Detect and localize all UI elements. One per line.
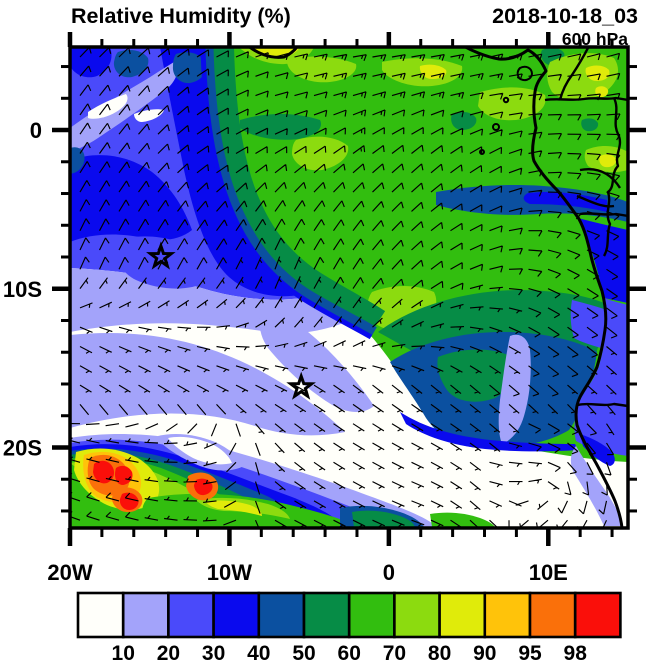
colorbar-box — [212, 591, 261, 639]
humidity-contour-region — [114, 465, 133, 485]
island-outline — [492, 123, 500, 131]
colorbar-label: 95 — [518, 642, 542, 665]
x-tick-label: 0 — [383, 560, 395, 585]
chart-datetime: 2018-10-18_03 — [492, 4, 638, 28]
colorbar-box — [167, 591, 215, 639]
country-border — [579, 212, 628, 218]
colorbar-box — [347, 591, 396, 639]
island-outline — [516, 65, 534, 82]
colorbar: 10 20 30 40 50 60 70 80 90 95 98 — [76, 591, 622, 665]
chart-title: Relative Humidity (%) — [71, 4, 291, 28]
colorbar-label: 98 — [564, 642, 588, 665]
humidity-contour-region — [580, 434, 615, 466]
humidity-contour-region — [286, 56, 357, 83]
humidity-contour-region — [119, 492, 139, 510]
colorbar-label: 80 — [428, 642, 451, 665]
colorbar-label: 70 — [383, 642, 406, 665]
x-tick-label: 20W — [47, 560, 92, 585]
humidity-contour-region — [599, 154, 617, 168]
country-border — [576, 168, 622, 208]
humidity-contour-region — [202, 47, 377, 337]
humidity-contour-region — [70, 147, 85, 174]
country-border — [558, 47, 590, 101]
humidity-contour-region — [70, 62, 178, 152]
island-star-markers — [146, 241, 316, 400]
y-tick-label: 20S — [3, 435, 42, 460]
colorbar-box — [76, 591, 125, 639]
colorbar-box — [121, 591, 170, 639]
humidity-contour-region — [70, 333, 345, 436]
humidity-contour-region — [93, 460, 115, 484]
colorbar-box — [257, 591, 306, 639]
humidity-contour-region — [574, 298, 628, 456]
colorbar-label: 60 — [338, 642, 361, 665]
humidity-contour-region — [200, 47, 373, 340]
star-ascension-island — [146, 241, 176, 270]
colorbar-label: 50 — [292, 642, 315, 665]
humidity-contour-region — [570, 446, 623, 526]
humidity-contour-region — [70, 155, 192, 242]
humidity-contour-region — [113, 50, 149, 78]
colorbar-label: 40 — [247, 642, 270, 665]
island-outline — [502, 96, 510, 104]
humidity-contour-region — [160, 47, 300, 297]
humidity-contour-region — [581, 118, 599, 132]
humidity-contour-region — [88, 94, 128, 119]
wind-barbs — [70, 47, 621, 528]
humidity-contour-region — [400, 412, 578, 452]
humidity-contour-region — [585, 65, 610, 81]
y-tick-label: 0 — [30, 118, 42, 143]
colorbar-box — [393, 591, 441, 639]
africa-coastline — [462, 47, 624, 528]
wind-barbs-layer — [70, 47, 621, 528]
colorbar-box — [528, 591, 577, 639]
humidity-contour-region — [168, 436, 232, 465]
humidity-contour-region — [430, 512, 495, 527]
map-axes: 20W 10W 0 10E 0 10S 20S — [3, 32, 646, 585]
colorbar-box — [302, 591, 351, 639]
colorbar-box — [438, 591, 487, 639]
humidity-contour-region — [70, 47, 112, 78]
humidity-contour-region — [240, 114, 322, 140]
colorbar-label: 20 — [157, 642, 180, 665]
star-st-helena — [286, 371, 316, 400]
country-border — [577, 402, 628, 408]
country-border — [544, 96, 628, 102]
colorbar-label: 30 — [202, 642, 225, 665]
x-tick-label: 10W — [207, 560, 252, 585]
colorbar-box — [573, 591, 622, 639]
coastline-borders — [247, 47, 628, 528]
humidity-field — [70, 47, 628, 528]
humidity-contour-region — [206, 500, 262, 516]
colorbar-label: 90 — [473, 642, 496, 665]
humidity-contour-region — [259, 306, 374, 412]
y-tick-label: 10S — [3, 277, 42, 302]
humidity-contour-region — [134, 109, 164, 122]
colorbar-label: 10 — [112, 642, 135, 665]
humidity-contour-region — [451, 111, 477, 130]
colorbar-box — [483, 591, 532, 639]
x-tick-label: 10E — [529, 560, 568, 585]
humidity-contour-region — [292, 136, 349, 171]
